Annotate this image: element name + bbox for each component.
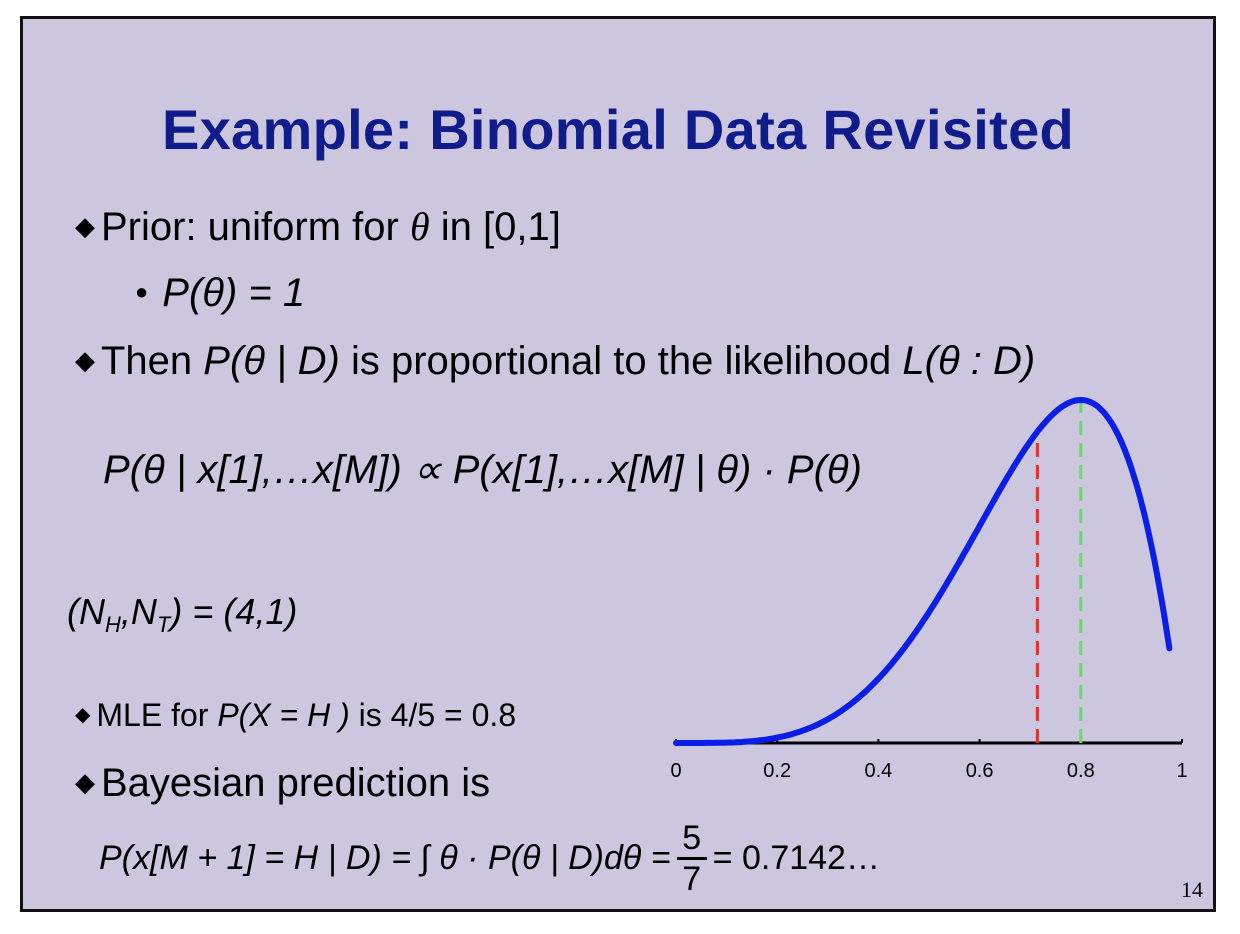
page-number: 14 <box>1181 877 1203 902</box>
slide-title: Example: Binomial Data Revisited <box>161 98 1075 161</box>
bayes-formula: P(θ | x[1],…x[M]) ∝ P(x[1],…x[M] | θ) · … <box>103 448 862 492</box>
bullet-text: MLE for <box>96 697 218 733</box>
x-tick-label: 0.4 <box>864 760 892 782</box>
fraction-bar <box>676 857 707 860</box>
bullet-text: Then <box>101 339 204 383</box>
counts-text: ) = (4,1) <box>170 591 298 632</box>
prediction-rhs: = 0.7142… <box>712 839 880 877</box>
counts-text: ,N <box>120 591 157 632</box>
bullet-mle: ◆ MLE for P(X = H ) is 4/5 = 0.8 <box>75 697 516 734</box>
x-tick-label: 1 <box>1176 760 1187 782</box>
bullet-prior: ◆ Prior: uniform for θ in [0,1] <box>75 203 561 250</box>
bullet-text: Prior: uniform for <box>101 205 410 249</box>
sub-bullet-prior: ● P(θ) = 1 <box>135 271 305 316</box>
prior-formula: P(θ) = 1 <box>162 271 306 315</box>
diamond-bullet-icon: ◆ <box>75 344 95 375</box>
counts-sub-h: H <box>105 612 121 638</box>
theta-symbol: θ <box>409 204 430 249</box>
counts-formula: (NH,NT) = (4,1) <box>67 591 297 638</box>
diamond-bullet-icon: ◆ <box>75 210 95 241</box>
mle-expr: P(X = H ) <box>217 697 350 733</box>
fraction: 5 7 <box>676 819 707 898</box>
prediction-lhs: P(x[M + 1] = H | D) = ∫ θ · P(θ | D)dθ = <box>99 839 671 877</box>
diamond-bullet-icon: ◆ <box>75 704 91 727</box>
bullet-text: is 4/5 = 0.8 <box>349 697 517 733</box>
bullet-text: Bayesian prediction is <box>101 761 491 805</box>
counts-text: (N <box>67 591 105 632</box>
likelihood-expr: L(θ : D) <box>902 339 1036 383</box>
bullet-text: in [0,1] <box>429 205 561 249</box>
bullet-bayes: ◆ Bayesian prediction is <box>75 761 490 806</box>
bullet-text: is proportional to the likelihood <box>339 339 903 383</box>
fraction-denominator: 7 <box>682 860 702 898</box>
fraction-numerator: 5 <box>682 819 702 857</box>
x-tick-label: 0.6 <box>966 760 994 782</box>
likelihood-curve <box>673 396 1173 746</box>
prediction-formula: P(x[M + 1] = H | D) = ∫ θ · P(θ | D)dθ =… <box>99 819 880 898</box>
x-tick-label: 0.2 <box>763 760 791 782</box>
posterior-expr: P(θ | D) <box>203 339 340 383</box>
x-tick-label: 0 <box>670 760 681 782</box>
counts-sub-t: T <box>156 612 171 638</box>
diamond-bullet-icon: ◆ <box>75 766 95 797</box>
bullet-posterior: ◆ Then P(θ | D) is proportional to the li… <box>75 339 1035 384</box>
dot-bullet-icon: ● <box>135 279 149 305</box>
x-tick-label: 0.8 <box>1067 760 1095 782</box>
